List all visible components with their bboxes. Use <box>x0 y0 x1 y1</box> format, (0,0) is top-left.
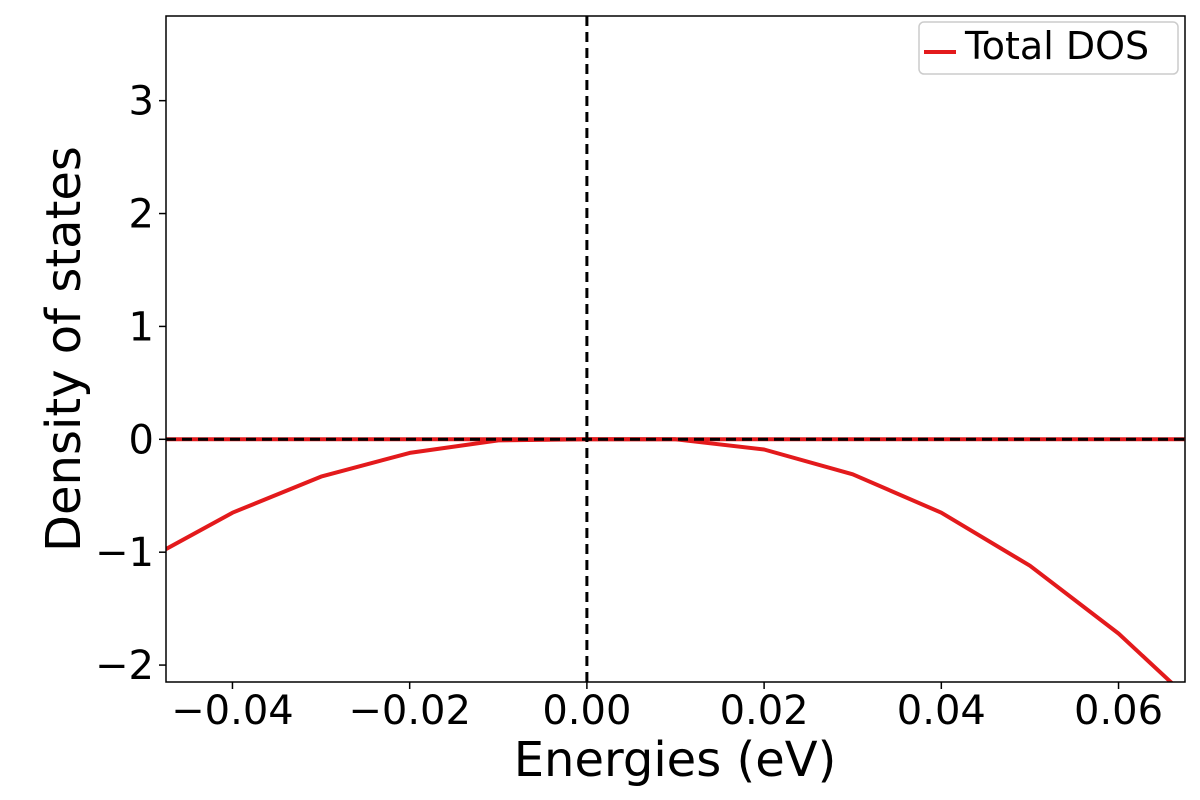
plot-area <box>166 437 1185 682</box>
y-tick-label: −1 <box>95 530 154 576</box>
legend-label-total-dos: Total DOS <box>964 24 1149 68</box>
y-tick-label: 2 <box>129 192 154 238</box>
x-tick-label: 0.00 <box>542 688 631 734</box>
x-tick-label: 0.06 <box>1074 688 1163 734</box>
y-tick-label: 1 <box>129 304 154 350</box>
series-line-total-dos <box>166 437 1174 682</box>
x-axis-ticks: −0.04 −0.02 0.00 0.02 0.04 0.06 <box>171 682 1163 734</box>
reference-lines <box>166 16 1185 682</box>
y-tick-label: 3 <box>129 79 154 125</box>
x-tick-label: 0.02 <box>720 688 809 734</box>
plot-frame <box>165 15 1186 683</box>
x-tick-label: −0.04 <box>171 688 294 734</box>
y-tick-label: −2 <box>95 643 154 689</box>
x-tick-label: −0.02 <box>348 688 471 734</box>
y-axis-label: Density of states <box>36 146 92 552</box>
y-axis-ticks: −2 −1 0 1 2 3 <box>95 79 166 689</box>
y-tick-label: 0 <box>129 417 154 463</box>
legend-box <box>918 21 1179 75</box>
x-tick-label: 0.04 <box>897 688 986 734</box>
x-axis-label: Energies (eV) <box>514 732 837 788</box>
legend: Total DOS <box>918 21 1179 75</box>
